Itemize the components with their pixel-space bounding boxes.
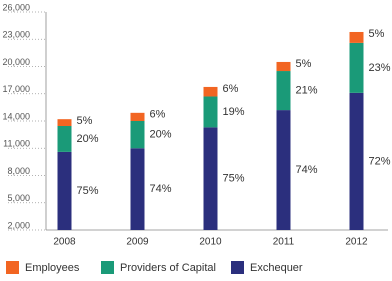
- legend-label: Employees: [25, 262, 80, 274]
- y-tick-label: 23,000: [2, 30, 30, 40]
- x-tick-label: 2010: [199, 237, 222, 248]
- share-label: 23%: [369, 62, 391, 74]
- share-label: 19%: [223, 106, 245, 118]
- share-label: 75%: [77, 185, 99, 197]
- x-tick-label: 2008: [53, 237, 76, 248]
- share-label: 6%: [150, 109, 166, 121]
- share-label: 74%: [150, 183, 172, 195]
- share-label: 5%: [369, 28, 385, 40]
- x-tick-label: 2012: [345, 237, 368, 248]
- bar-segment: [57, 151, 72, 230]
- share-label: 20%: [77, 133, 99, 145]
- bar-segment: [276, 71, 291, 111]
- bar-segment: [203, 86, 218, 97]
- legend-swatch: [231, 261, 244, 274]
- share-label: 75%: [223, 173, 245, 185]
- legend-swatch: [101, 261, 114, 274]
- share-label: 6%: [223, 83, 239, 95]
- y-tick-label: 17,000: [2, 84, 30, 94]
- legend-label: Providers of Capital: [120, 262, 216, 274]
- bar-segment: [57, 125, 72, 152]
- y-tick-label: 11,000: [3, 139, 30, 149]
- y-tick-label: 14,000: [2, 111, 30, 121]
- bar-segment: [349, 31, 364, 43]
- y-tick-label: 26,000: [2, 2, 30, 12]
- bar-segment: [203, 96, 218, 128]
- share-label: 21%: [296, 84, 318, 96]
- y-tick-label: 2,000: [7, 220, 30, 230]
- x-tick-label: 2009: [126, 237, 149, 248]
- x-tick-label: 2011: [273, 237, 295, 248]
- legend-swatch: [6, 261, 19, 274]
- share-label: 5%: [296, 58, 312, 70]
- bar-segment: [349, 92, 364, 230]
- bar-segment: [276, 110, 291, 230]
- share-label: 20%: [150, 129, 172, 141]
- bar-segment: [276, 61, 291, 72]
- y-tick-label: 5,000: [7, 193, 30, 203]
- bar-segment: [203, 127, 218, 230]
- bar-segment: [349, 42, 364, 93]
- share-label: 5%: [77, 115, 93, 127]
- y-tick-label: 20,000: [2, 57, 30, 67]
- y-tick-label: 8,000: [7, 166, 30, 176]
- share-label: 72%: [369, 155, 391, 167]
- legend-label: Exchequer: [250, 262, 303, 274]
- bar-segment: [130, 112, 145, 121]
- share-label: 74%: [296, 164, 318, 176]
- bar-segment: [130, 148, 145, 230]
- bar-segment: [57, 119, 72, 126]
- bar-segment: [130, 121, 145, 149]
